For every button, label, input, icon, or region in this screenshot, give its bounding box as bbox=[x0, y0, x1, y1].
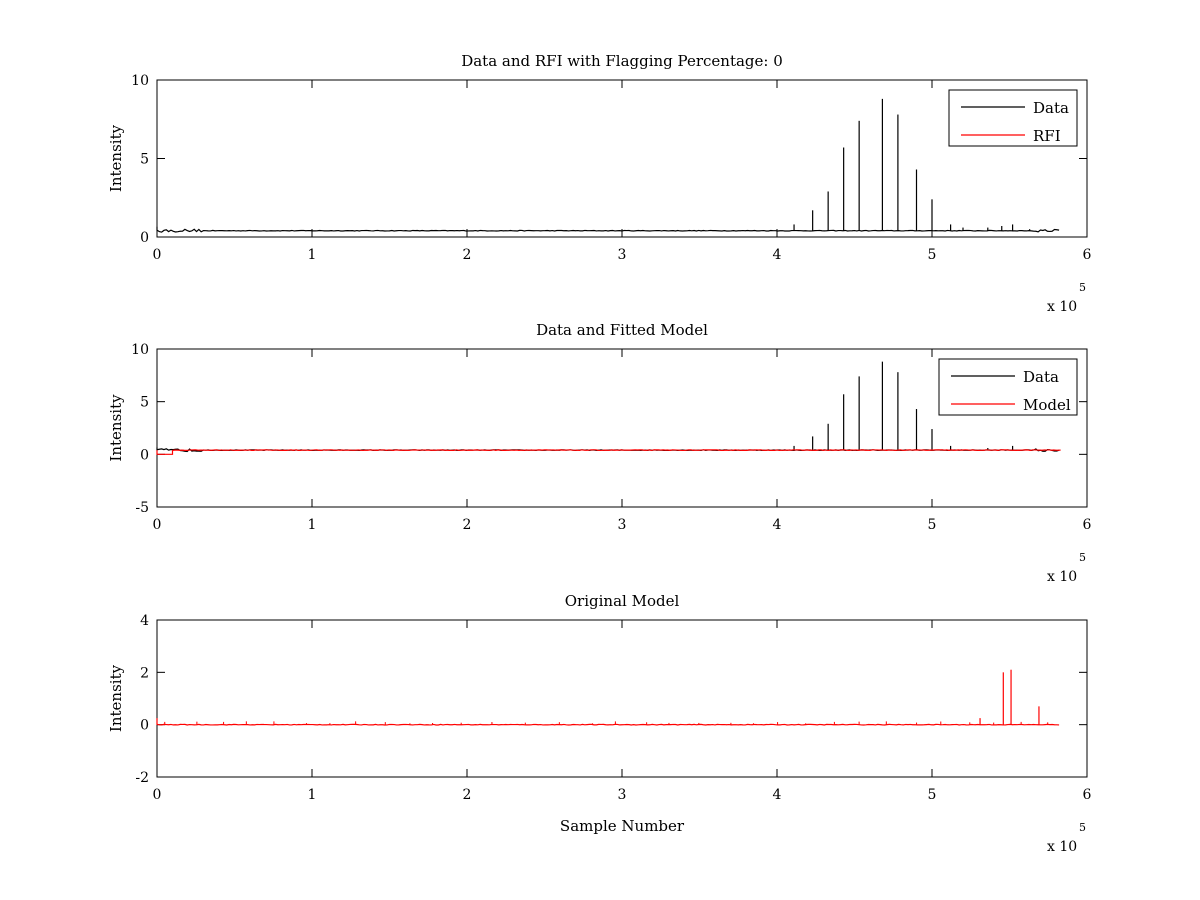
x-tick-label: 6 bbox=[1083, 517, 1092, 533]
y-tick-label: 4 bbox=[140, 613, 149, 629]
x-exponent-power: 5 bbox=[1079, 551, 1086, 564]
legend: Data Model bbox=[938, 358, 1078, 416]
series-model bbox=[156, 669, 1060, 726]
x-tick-label: 0 bbox=[153, 787, 162, 803]
x-tick-label: 0 bbox=[153, 517, 162, 533]
x-tick-label: 1 bbox=[308, 787, 317, 803]
x-tick-label: 2 bbox=[463, 787, 472, 803]
x-tick-label: 5 bbox=[928, 787, 937, 803]
x-tick-label: 1 bbox=[308, 247, 317, 263]
series-data bbox=[156, 361, 1060, 453]
y-tick-label: -5 bbox=[135, 500, 149, 516]
y-tick-label: 10 bbox=[131, 342, 149, 358]
legend-label: Data bbox=[1033, 99, 1069, 117]
y-tick-label: 5 bbox=[140, 152, 149, 168]
x-axis-label: Sample Number bbox=[560, 817, 685, 835]
x-tick-label: 3 bbox=[618, 247, 627, 263]
legend: Data RFI bbox=[948, 89, 1078, 147]
series-trace bbox=[156, 226, 1060, 233]
subplot-1: Data and RFI with Flagging Percentage: 0… bbox=[107, 52, 1092, 315]
y-tick-label: 0 bbox=[140, 447, 149, 463]
series-model bbox=[156, 449, 1061, 455]
series-trace bbox=[156, 718, 1060, 726]
y-tick-label: 0 bbox=[140, 718, 149, 734]
x-tick-label: 2 bbox=[463, 247, 472, 263]
chart-title: Original Model bbox=[565, 592, 680, 610]
chart-title: Data and RFI with Flagging Percentage: 0 bbox=[461, 52, 783, 70]
y-axis-label: Intensity bbox=[107, 124, 125, 192]
y-tick-label: 5 bbox=[140, 395, 149, 411]
x-exponent-power: 5 bbox=[1079, 821, 1086, 834]
x-exponent-label: x 10 bbox=[1047, 839, 1077, 855]
x-tick-label: 3 bbox=[618, 517, 627, 533]
x-tick-label: 6 bbox=[1083, 247, 1092, 263]
legend-box bbox=[948, 89, 1078, 147]
x-tick-label: 0 bbox=[153, 247, 162, 263]
y-tick-label: 0 bbox=[140, 230, 149, 246]
x-tick-label: 4 bbox=[773, 247, 782, 263]
y-axis-label: Intensity bbox=[107, 394, 125, 462]
x-tick-label: 4 bbox=[773, 517, 782, 533]
series-trace bbox=[156, 449, 1061, 455]
x-tick-label: 1 bbox=[308, 517, 317, 533]
x-exponent-label: x 10 bbox=[1047, 569, 1077, 585]
x-tick-label: 5 bbox=[928, 247, 937, 263]
legend-box bbox=[938, 358, 1078, 416]
y-axis-label: Intensity bbox=[107, 664, 125, 732]
x-exponent-label: x 10 bbox=[1047, 299, 1077, 315]
x-tick-label: 5 bbox=[928, 517, 937, 533]
legend-label: Data bbox=[1023, 368, 1059, 386]
series-data bbox=[156, 98, 1060, 233]
chart-title: Data and Fitted Model bbox=[536, 321, 708, 339]
legend-label: RFI bbox=[1033, 127, 1061, 145]
legend-label: Model bbox=[1023, 396, 1071, 414]
x-tick-label: 6 bbox=[1083, 787, 1092, 803]
x-tick-label: 2 bbox=[463, 517, 472, 533]
y-tick-label: 2 bbox=[140, 665, 149, 681]
x-tick-label: 3 bbox=[618, 787, 627, 803]
y-tick-label: -2 bbox=[135, 770, 149, 786]
y-tick-label: 10 bbox=[131, 73, 149, 89]
x-tick-label: 4 bbox=[773, 787, 782, 803]
x-exponent-power: 5 bbox=[1079, 281, 1086, 294]
axes-frame bbox=[156, 79, 1088, 238]
axes-frame bbox=[156, 619, 1088, 778]
